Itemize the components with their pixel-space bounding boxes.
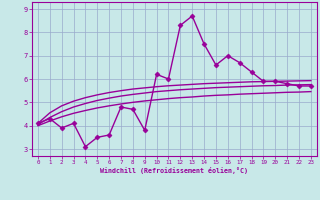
X-axis label: Windchill (Refroidissement éolien,°C): Windchill (Refroidissement éolien,°C)	[100, 167, 248, 174]
